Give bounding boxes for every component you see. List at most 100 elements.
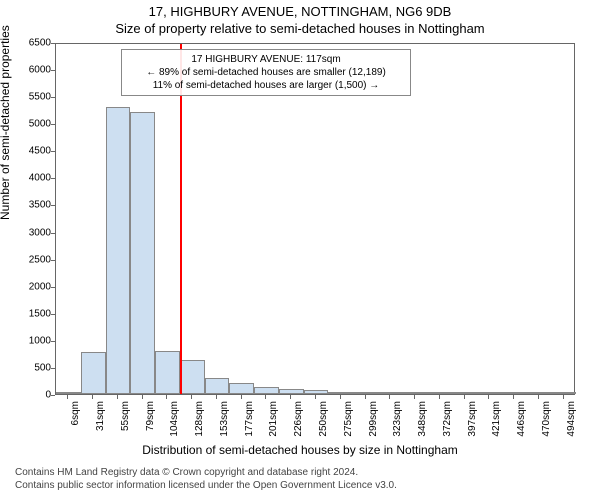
x-tick-label: 372sqm	[442, 401, 453, 437]
y-tick-mark	[51, 260, 55, 261]
y-tick-label: 1000	[29, 335, 51, 346]
x-tick-label: 275sqm	[343, 401, 354, 437]
x-tick-label: 104sqm	[169, 401, 180, 437]
x-tick-mark	[513, 395, 514, 399]
histogram-bar	[279, 389, 304, 394]
chart-title-main: 17, HIGHBURY AVENUE, NOTTINGHAM, NG6 9DB	[0, 4, 600, 19]
histogram-bar	[477, 392, 502, 394]
x-tick-label: 397sqm	[467, 401, 478, 437]
x-tick-label: 55sqm	[120, 401, 131, 431]
histogram-bar	[205, 378, 230, 394]
y-tick-mark	[51, 341, 55, 342]
x-tick-label: 250sqm	[318, 401, 329, 437]
x-tick-mark	[191, 395, 192, 399]
x-tick-label: 79sqm	[145, 401, 156, 431]
y-tick-mark	[51, 395, 55, 396]
x-axis-label: Distribution of semi-detached houses by …	[0, 443, 600, 457]
histogram-bar	[551, 392, 576, 394]
histogram-bar	[106, 107, 131, 394]
histogram-bar	[155, 351, 180, 394]
histogram-bar	[526, 392, 551, 394]
x-tick-label: 494sqm	[566, 401, 577, 437]
histogram-bar	[353, 392, 378, 394]
x-tick-label: 226sqm	[293, 401, 304, 437]
x-tick-mark	[315, 395, 316, 399]
x-tick-mark	[117, 395, 118, 399]
y-tick-label: 3500	[29, 200, 51, 211]
histogram-bar	[254, 387, 279, 394]
annotation-line: 17 HIGHBURY AVENUE: 117sqm	[127, 53, 405, 66]
footer-attribution: Contains HM Land Registry data © Crown c…	[15, 466, 397, 492]
x-tick-label: 128sqm	[194, 401, 205, 437]
x-tick-mark	[241, 395, 242, 399]
histogram-bar	[378, 392, 403, 394]
footer-line1: Contains HM Land Registry data © Crown c…	[15, 466, 397, 479]
x-tick-mark	[389, 395, 390, 399]
x-tick-label: 177sqm	[244, 401, 255, 437]
x-tick-label: 299sqm	[368, 401, 379, 437]
histogram-bar	[427, 392, 452, 394]
y-tick-label: 4000	[29, 173, 51, 184]
annotation-line: 11% of semi-detached houses are larger (…	[127, 79, 405, 92]
y-tick-mark	[51, 368, 55, 369]
x-tick-label: 201sqm	[268, 401, 279, 437]
x-tick-mark	[563, 395, 564, 399]
y-tick-mark	[51, 151, 55, 152]
reference-line	[180, 44, 182, 394]
chart-container: 17, HIGHBURY AVENUE, NOTTINGHAM, NG6 9DB…	[0, 0, 600, 500]
y-tick-mark	[51, 314, 55, 315]
footer-line2: Contains public sector information licen…	[15, 479, 397, 492]
x-tick-label: 153sqm	[219, 401, 230, 437]
y-tick-mark	[51, 287, 55, 288]
y-tick-mark	[51, 205, 55, 206]
annotation-line: ← 89% of semi-detached houses are smalle…	[127, 66, 405, 79]
histogram-bar	[452, 392, 477, 394]
x-tick-label: 446sqm	[516, 401, 527, 437]
annotation-box: 17 HIGHBURY AVENUE: 117sqm← 89% of semi-…	[121, 49, 411, 96]
x-tick-mark	[216, 395, 217, 399]
histogram-bar	[304, 390, 329, 394]
y-tick-label: 2000	[29, 281, 51, 292]
x-tick-mark	[439, 395, 440, 399]
y-tick-label: 4500	[29, 146, 51, 157]
y-tick-label: 1500	[29, 308, 51, 319]
y-tick-label: 3000	[29, 227, 51, 238]
y-tick-mark	[51, 233, 55, 234]
x-tick-label: 323sqm	[392, 401, 403, 437]
y-tick-label: 5000	[29, 119, 51, 130]
y-tick-mark	[51, 97, 55, 98]
x-tick-label: 31sqm	[95, 401, 106, 431]
x-tick-mark	[166, 395, 167, 399]
histogram-bar	[502, 392, 527, 394]
y-axis-label: Number of semi-detached properties	[0, 25, 12, 220]
y-tick-mark	[51, 178, 55, 179]
x-tick-mark	[290, 395, 291, 399]
x-tick-mark	[67, 395, 68, 399]
histogram-bar	[56, 392, 81, 394]
plot-area: 17 HIGHBURY AVENUE: 117sqm← 89% of semi-…	[55, 43, 575, 395]
y-tick-mark	[51, 70, 55, 71]
y-tick-mark	[51, 124, 55, 125]
y-tick-label: 500	[34, 362, 51, 373]
x-tick-label: 348sqm	[417, 401, 428, 437]
x-tick-label: 421sqm	[491, 401, 502, 437]
x-tick-mark	[464, 395, 465, 399]
y-tick-mark	[51, 43, 55, 44]
histogram-bar	[229, 383, 254, 394]
chart-title-sub: Size of property relative to semi-detach…	[0, 21, 600, 36]
x-tick-mark	[142, 395, 143, 399]
y-tick-label: 6000	[29, 65, 51, 76]
x-tick-mark	[538, 395, 539, 399]
x-tick-mark	[414, 395, 415, 399]
histogram-bar	[130, 112, 155, 394]
y-tick-label: 5500	[29, 92, 51, 103]
x-tick-mark	[340, 395, 341, 399]
x-tick-mark	[488, 395, 489, 399]
histogram-bar	[180, 360, 205, 394]
x-tick-label: 6sqm	[70, 401, 81, 425]
x-tick-mark	[365, 395, 366, 399]
x-tick-mark	[92, 395, 93, 399]
histogram-bar	[81, 352, 106, 394]
y-tick-label: 2500	[29, 254, 51, 265]
histogram-bar	[328, 392, 353, 394]
